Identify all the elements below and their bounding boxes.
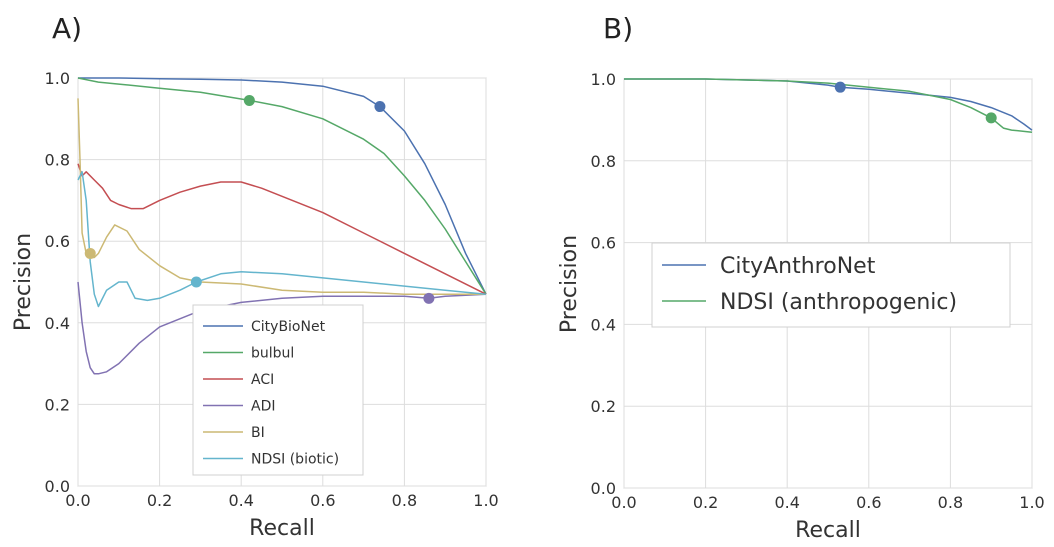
series-marker-ndsi-anthropogenic bbox=[985, 112, 997, 124]
panel-b-y-axis-label: Precision bbox=[557, 235, 582, 333]
panel-b-x-tick-label: 0.6 bbox=[856, 493, 881, 512]
panel-b-series bbox=[624, 78, 1033, 133]
panel-b-x-tick-label: 1.0 bbox=[1019, 493, 1044, 512]
panel-b-x-tick-label: 0.8 bbox=[938, 493, 963, 512]
panel-b-y-ticks: 0.0 0.2 0.4 0.6 0.8 1.0 bbox=[591, 70, 616, 498]
panel-b-x-axis-label: Recall bbox=[795, 518, 861, 543]
series-marker-ndsi-biotic bbox=[190, 276, 202, 288]
panel-b-x-tick-label: 0.0 bbox=[611, 493, 636, 512]
panel-b-y-tick-label: 0.6 bbox=[591, 234, 616, 253]
panel-a-x-tick-label: 0.0 bbox=[65, 491, 90, 510]
legend-label-aci: ACI bbox=[251, 372, 274, 388]
series-marker-adi bbox=[423, 292, 435, 304]
series-marker-citybionet bbox=[374, 101, 386, 113]
panel-a-legend-box bbox=[192, 304, 364, 476]
panel-b-x-ticks: 0.0 0.2 0.4 0.6 0.8 1.0 bbox=[611, 493, 1044, 512]
panel-a-x-tick-label: 0.4 bbox=[228, 491, 253, 510]
panel-a-y-tick-label: 0.4 bbox=[45, 314, 70, 333]
series-marker-bulbul bbox=[243, 94, 255, 106]
panel-b: B) 0.0 0.2 0.4 0.6 0.8 1.0 0.0 0.2 0.4 0.6 0.8 1.0… bbox=[557, 12, 1045, 543]
panel-a-y-tick-label: 0.6 bbox=[45, 232, 70, 251]
panel-a: A) 0.0 0.2 0.4 0.6 0.8 1.0 0.0 0.2 0.4 0.6 0.8 1.0… bbox=[11, 12, 499, 541]
panel-b-legend: CityAnthroNet NDSI (anthropogenic) bbox=[651, 242, 1011, 328]
panel-a-x-tick-label: 0.2 bbox=[147, 491, 172, 510]
legend-label-bulbul: bulbul bbox=[251, 346, 294, 362]
series-line-citybionet bbox=[78, 77, 487, 295]
panel-b-markers bbox=[834, 81, 997, 124]
legend-label-bi: BI bbox=[251, 425, 265, 441]
panel-a-x-axis-label: Recall bbox=[249, 516, 315, 541]
panel-b-legend-box bbox=[651, 242, 1011, 328]
series-line-aci bbox=[77, 163, 487, 295]
series-marker-cityanthronet bbox=[834, 81, 846, 93]
series-line-adi bbox=[77, 281, 487, 375]
panel-b-y-tick-label: 0.4 bbox=[591, 315, 616, 334]
legend-label-citybionet: CityBioNet bbox=[251, 319, 326, 335]
legend-label-ndsi-anthropogenic: NDSI (anthropogenic) bbox=[720, 290, 957, 315]
panel-b-y-tick-label: 1.0 bbox=[591, 70, 616, 89]
panel-a-legend: CityBioNet bulbul ACI ADI BI NDSI (biotic) bbox=[192, 304, 364, 476]
panel-a-y-tick-label: 1.0 bbox=[45, 69, 70, 88]
panel-a-y-axis-label: Precision bbox=[11, 233, 36, 331]
panel-a-x-tick-label: 1.0 bbox=[473, 491, 498, 510]
series-line-ndsi-biotic bbox=[77, 171, 487, 308]
series-line-bulbul bbox=[77, 77, 487, 295]
panel-b-x-tick-label: 0.4 bbox=[774, 493, 799, 512]
series-line-ndsi-anthropogenic bbox=[624, 78, 1033, 133]
panel-a-label: A) bbox=[52, 12, 82, 45]
panel-b-y-tick-label: 0.2 bbox=[591, 397, 616, 416]
panel-a-x-tick-label: 0.6 bbox=[310, 491, 335, 510]
panel-a-markers bbox=[84, 94, 435, 304]
panel-b-label: B) bbox=[603, 12, 633, 45]
series-marker-bi bbox=[84, 247, 96, 259]
panel-a-x-tick-label: 0.8 bbox=[392, 491, 417, 510]
legend-label-adi: ADI bbox=[251, 399, 276, 415]
panel-b-y-tick-label: 0.0 bbox=[591, 479, 616, 498]
panel-a-y-tick-label: 0.2 bbox=[45, 395, 70, 414]
legend-label-ndsi-biotic: NDSI (biotic) bbox=[251, 452, 339, 468]
legend-label-cityanthronet: CityAnthroNet bbox=[720, 254, 876, 279]
panel-a-y-tick-label: 0.0 bbox=[45, 477, 70, 496]
panel-b-x-tick-label: 0.2 bbox=[693, 493, 718, 512]
panel-a-y-ticks: 0.0 0.2 0.4 0.6 0.8 1.0 bbox=[45, 69, 70, 496]
panel-a-x-ticks: 0.0 0.2 0.4 0.6 0.8 1.0 bbox=[65, 491, 498, 510]
panel-b-y-tick-label: 0.8 bbox=[591, 152, 616, 171]
panel-a-y-tick-label: 0.8 bbox=[45, 151, 70, 170]
